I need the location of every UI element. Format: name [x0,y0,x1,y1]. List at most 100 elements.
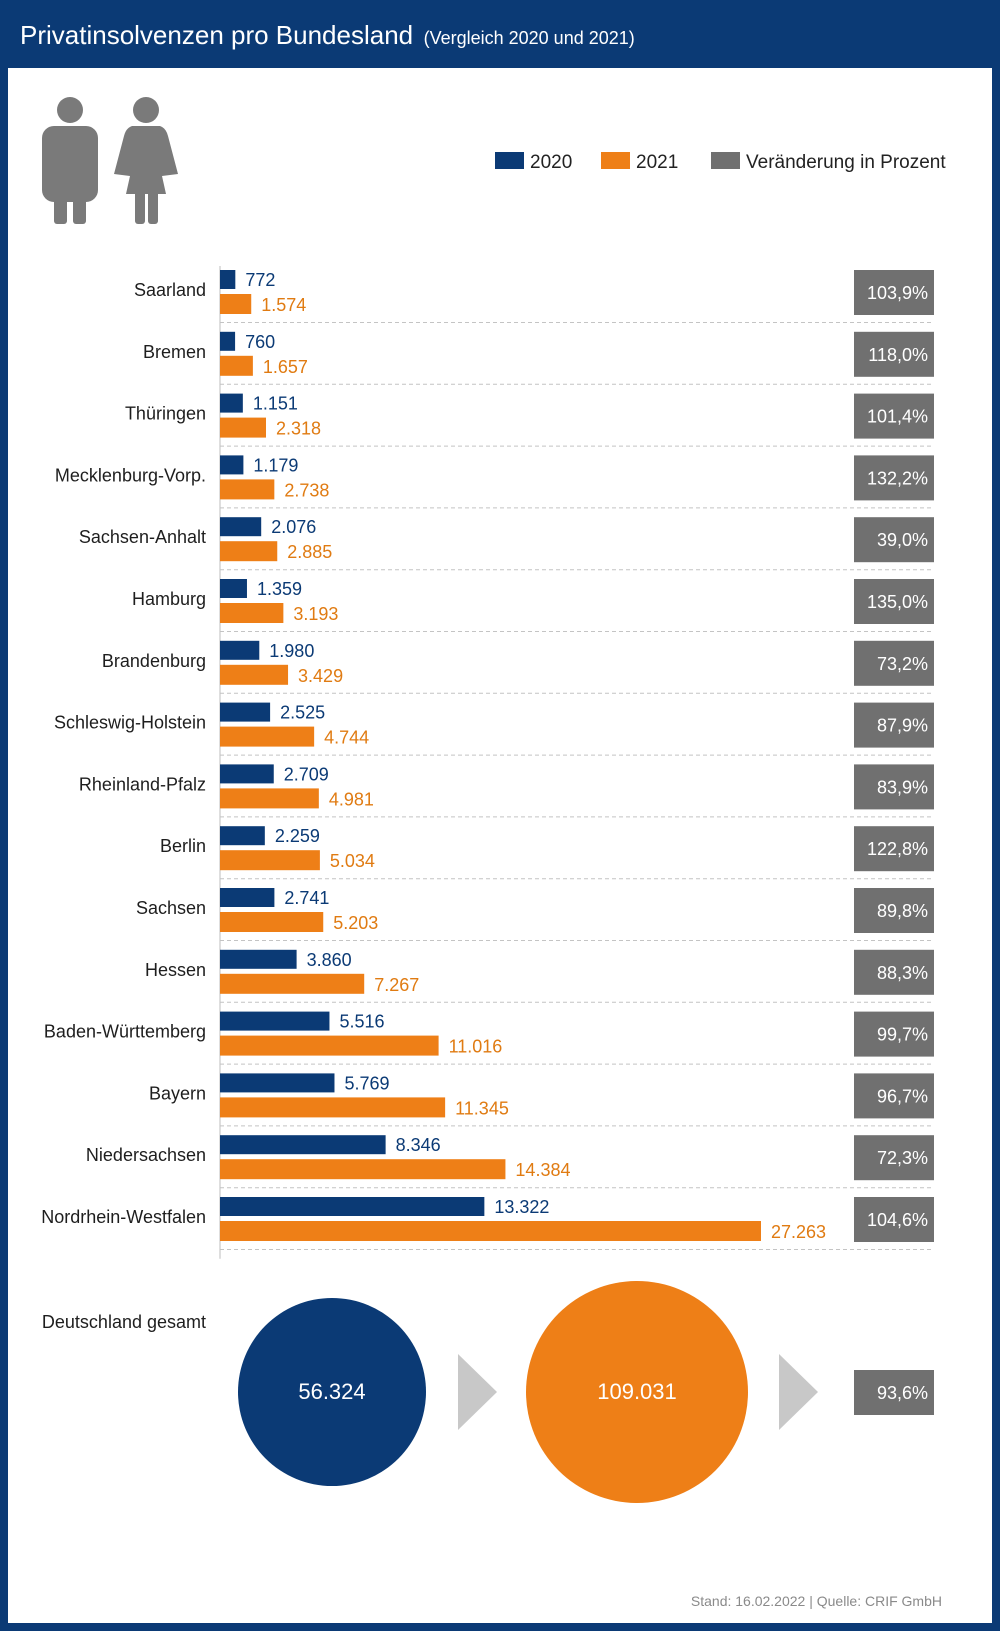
change-box [854,764,934,810]
change-value: 122,8% [867,839,928,859]
change-value: 88,3% [877,963,928,983]
change-value: 104,6% [867,1210,928,1230]
value-label-2020: 2.076 [271,517,316,537]
category-label: Saarland [134,280,206,300]
bar-2020 [220,393,243,413]
change-box [854,640,934,686]
footer-source: Stand: 16.02.2022 | Quelle: CRIF GmbH [691,1593,942,1609]
woman-icon [114,97,178,224]
value-label-2021: 3.429 [298,666,343,686]
category-label: Bayern [149,1083,206,1103]
value-label-2021: 4.981 [329,789,374,809]
bar-rows: Saarland 772 1.574 103,9% Bremen 760 1.657 118,… [41,266,934,1259]
change-value: 96,7% [877,1086,928,1106]
value-label-2020: 1.151 [253,394,298,414]
chart-title: Privatinsolvenzen pro Bundesland [20,20,414,50]
value-label-2020: 8.346 [396,1135,441,1155]
bar-2020 [220,764,274,784]
category-label: Thüringen [125,404,206,424]
value-label-2021: 5.203 [333,913,378,933]
value-label-2021: 2.885 [287,542,332,562]
change-value: 103,9% [867,283,928,303]
chart-panel: 2020 2021 Veränderung in Prozent Saarlan… [8,68,992,1623]
header-bar: Privatinsolvenzen pro Bundesland (Vergle… [0,0,1000,68]
bar-2021 [220,294,252,314]
value-label-2020: 1.980 [269,641,314,661]
arrow-icon [458,1354,497,1430]
value-label-2020: 2.741 [284,888,329,908]
category-label: Hamburg [132,589,206,609]
change-box [854,702,934,748]
value-label-2021: 14.384 [515,1160,570,1180]
bar-2020 [220,1073,335,1093]
change-box [854,517,934,563]
value-label-2020: 772 [245,270,275,290]
bar-2021 [220,850,320,871]
value-label-2020: 13.322 [494,1197,549,1217]
value-label-2020: 1.179 [253,455,298,475]
legend-swatch-2021 [601,152,630,169]
change-box [854,826,934,872]
change-value: 118,0% [868,345,928,365]
bar-2021 [220,479,275,500]
change-value: 72,3% [877,1148,928,1168]
bar-2021 [220,1159,506,1180]
value-label-2020: 5.769 [344,1073,389,1093]
bar-2020 [220,640,260,660]
legend-swatch-change [711,152,740,169]
bar-2020 [220,826,265,846]
change-value: 132,2% [867,468,928,488]
value-label-2021: 2.738 [284,480,329,500]
value-label-2020: 3.860 [307,950,352,970]
value-label-2020: 5.516 [339,1012,384,1032]
value-label-2021: 1.574 [261,295,306,315]
legend-label-2021: 2021 [636,152,678,173]
bar-2020 [220,702,271,722]
bar-2021 [220,541,278,562]
category-label: Hessen [145,960,206,980]
category-label: Baden-Württemberg [44,1022,206,1042]
bar-2021 [220,973,365,994]
bar-2021 [220,912,324,932]
category-label: Nordrhein-Westfalen [41,1207,206,1227]
change-box [854,455,934,501]
legend-label-2020: 2020 [530,152,572,173]
value-label-2020: 2.259 [275,826,320,846]
bar-2021 [220,603,284,623]
value-label-2020: 760 [245,332,275,352]
category-label: Niedersachsen [86,1145,206,1165]
change-box [854,331,934,377]
category-label: Schleswig-Holstein [54,713,206,733]
change-box [854,1197,934,1242]
bar-2021 [220,1221,761,1241]
change-box [854,949,934,995]
chart-svg: 2020 2021 Veränderung in Prozent Saarlan… [41,97,946,1609]
value-label-2021: 27.263 [771,1222,826,1242]
change-value: 89,8% [877,901,928,921]
total-label: Deutschland gesamt [42,1312,206,1332]
change-box [854,270,934,315]
total-change-box [854,1370,934,1415]
change-box [854,1011,934,1057]
category-label: Bremen [143,342,206,362]
bar-2020 [220,1135,386,1155]
legend: 2020 2021 Veränderung in Prozent [495,152,946,173]
category-label: Sachsen [136,898,206,918]
change-box [854,1135,934,1181]
bar-2020 [220,949,297,969]
total-section: Deutschland gesamt 56.324 109.031 93,6% [42,1281,934,1503]
value-label-2021: 4.744 [324,728,369,748]
bar-2021 [220,1097,446,1118]
bar-2021 [220,417,266,438]
change-value: 83,9% [877,777,928,797]
total-2020-circle [238,1298,426,1486]
value-label-2020: 1.359 [257,579,302,599]
value-label-2021: 11.016 [449,1037,503,1057]
total-change-value: 93,6% [877,1383,928,1403]
change-value: 73,2% [877,654,928,674]
total-2021-circle [526,1281,748,1503]
category-label: Berlin [160,836,206,856]
man-icon [42,97,98,224]
bar-2020 [220,517,262,537]
value-label-2021: 11.345 [455,1098,509,1118]
